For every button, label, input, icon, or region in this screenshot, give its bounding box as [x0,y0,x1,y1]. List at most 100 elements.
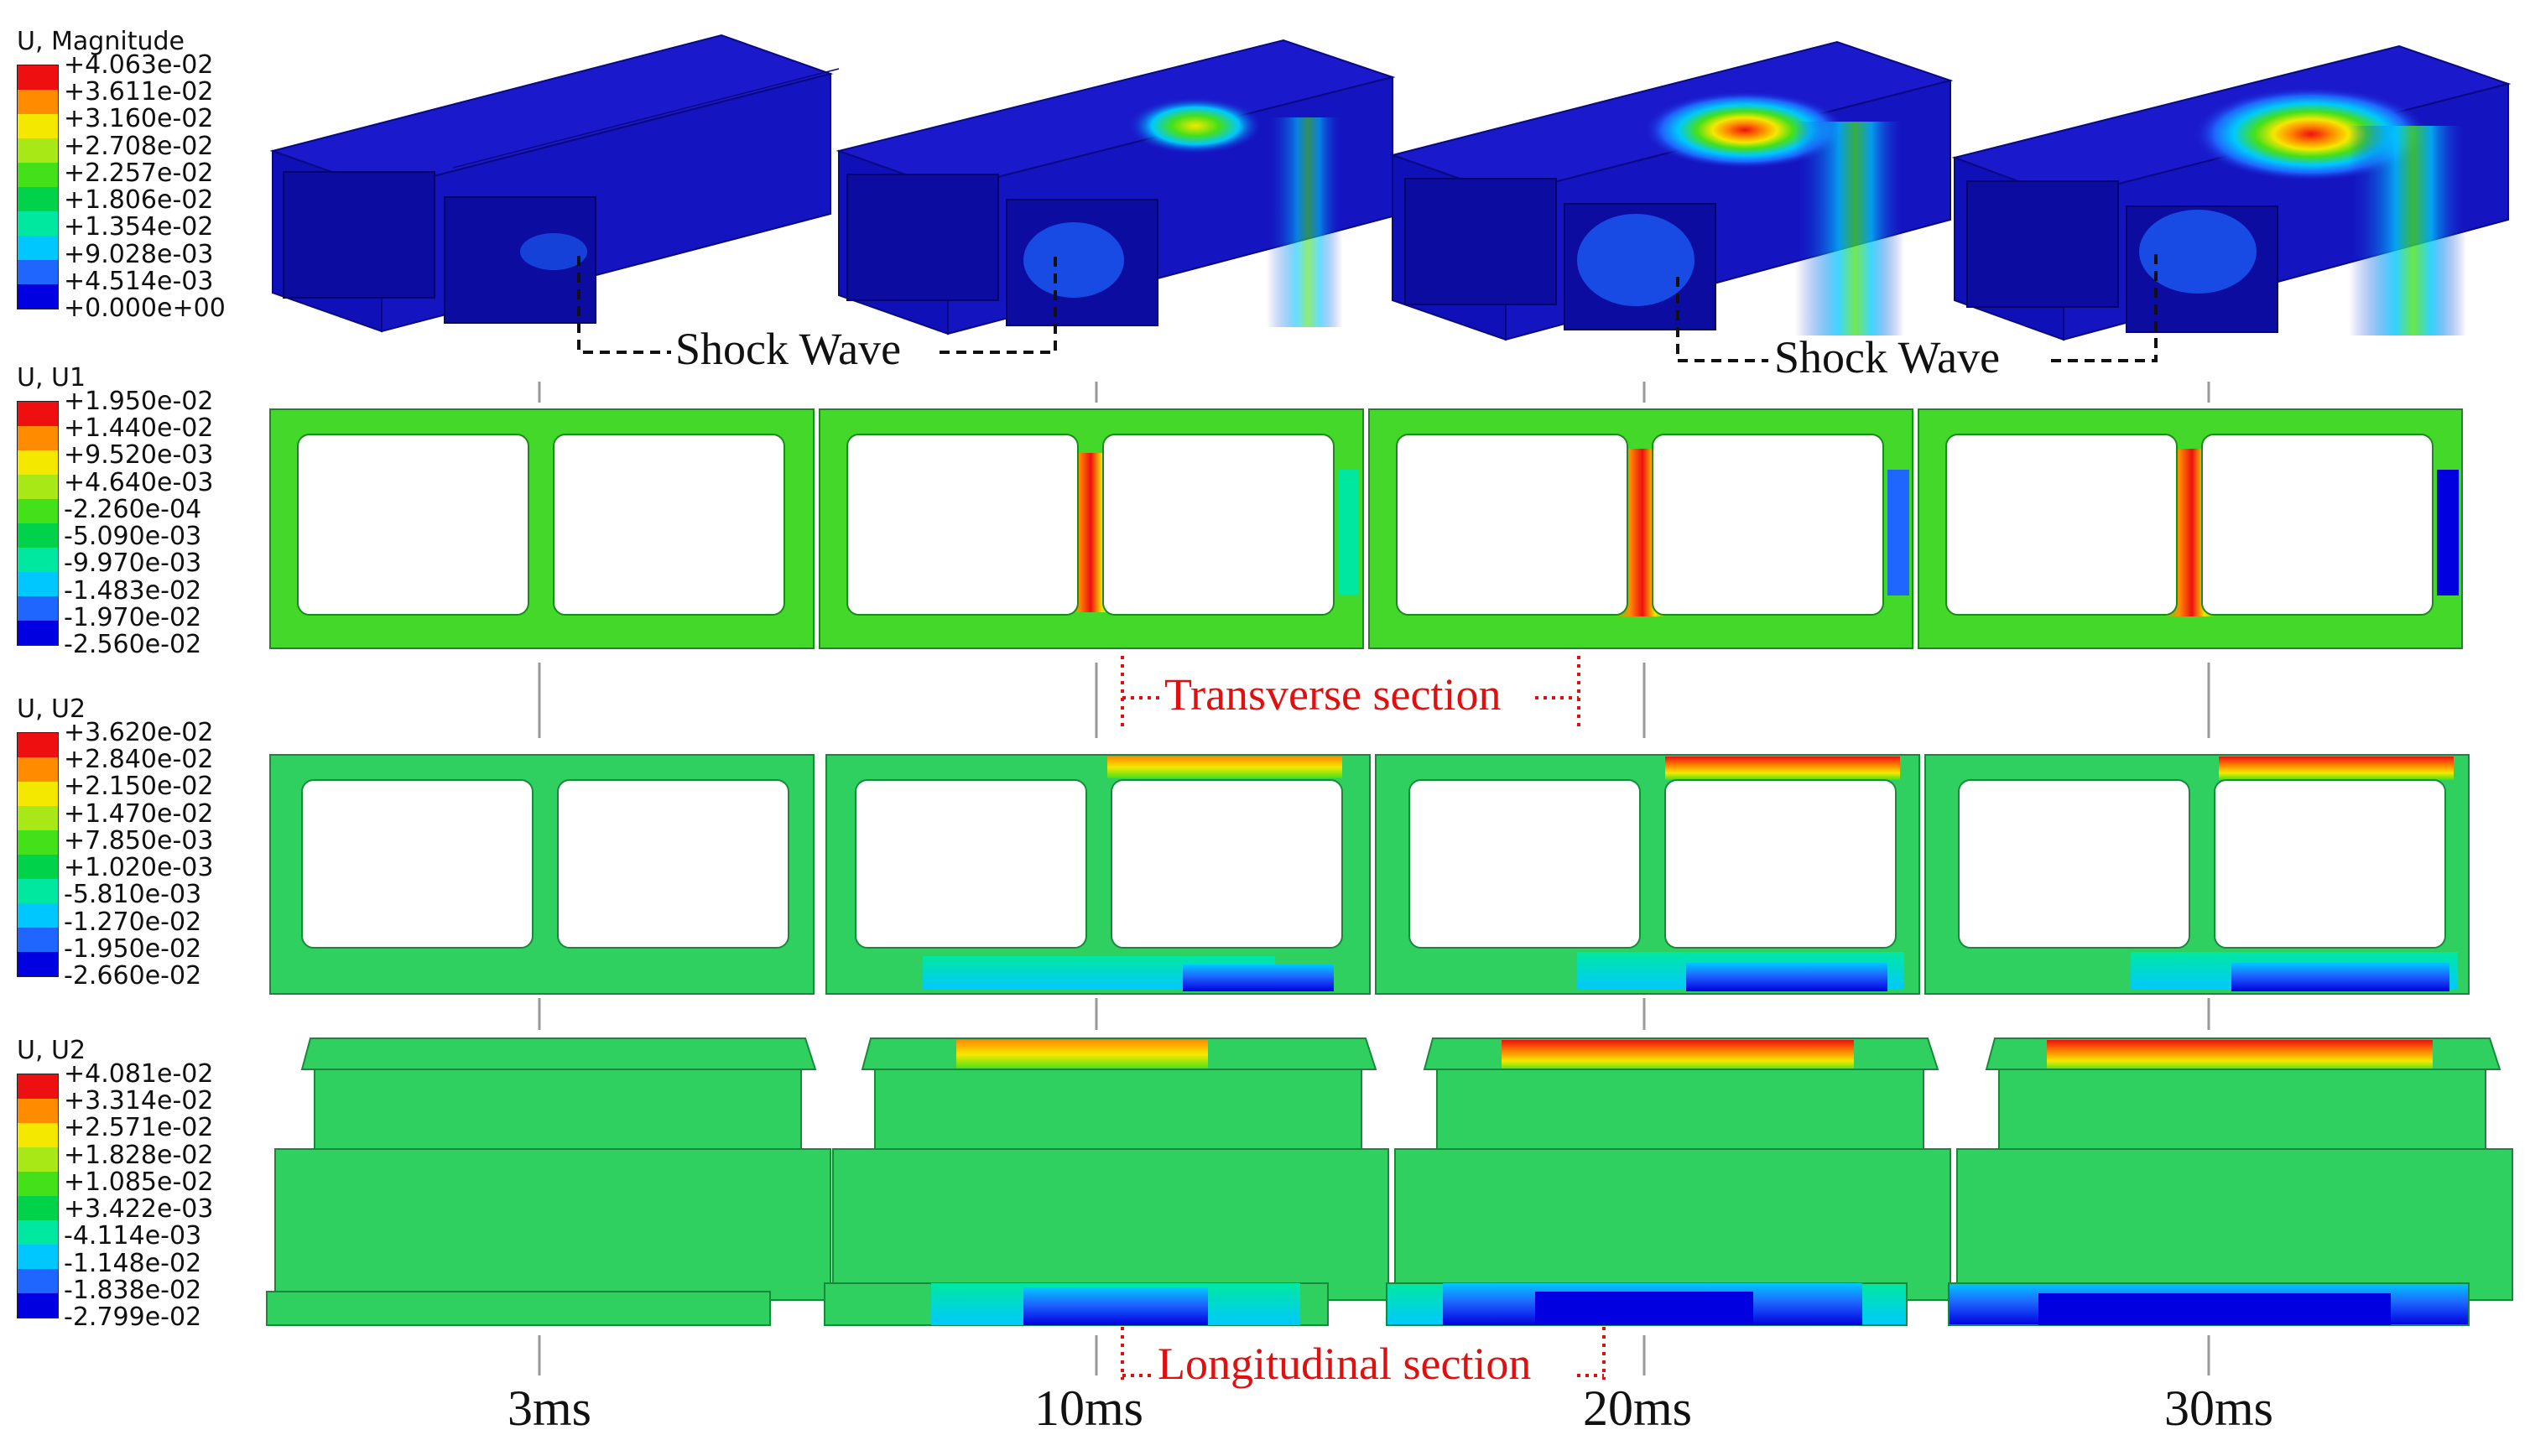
legend-value: +2.257e-02 [64,158,214,188]
legend-value: -9.970e-03 [64,549,202,579]
guide-lines [538,382,2210,1375]
u2-transverse-3ms [269,754,815,995]
legend-swatch [18,402,58,426]
legend-colorbar [17,401,59,646]
legend-value: -1.483e-02 [64,575,202,606]
legend-value: +4.514e-03 [64,266,214,296]
legend-magnitude: U, Magnitude +4.063e-02 +3.611e-02 +3.16… [17,27,285,321]
legend-value: -1.270e-02 [64,907,202,937]
legend-swatch [18,548,58,572]
legend-value: +9.028e-03 [64,239,214,269]
time-label-3ms: 3ms [507,1381,592,1436]
legend-swatch [18,284,58,309]
u1-section-20ms [1368,408,1913,649]
legend-value: +2.571e-02 [64,1113,214,1143]
legend-swatch [18,855,58,879]
legend-swatch [18,475,58,499]
legend-colorbar [17,1074,59,1318]
legend-swatch [18,138,58,163]
legend-value: +1.950e-02 [64,387,214,416]
legend-value: +2.840e-02 [64,745,214,775]
legend-swatch [18,952,58,976]
legend-value: +0.000e+00 [64,293,226,323]
legend-swatch [18,1220,58,1245]
legend-swatch [18,1099,58,1123]
transverse-bracket [1121,656,1580,731]
legend-value: +4.063e-02 [64,50,214,80]
legend-swatch [18,1245,58,1269]
legend-value: +1.828e-02 [64,1140,214,1170]
legend-swatch [18,187,58,211]
legend-swatch [18,1123,58,1147]
legend-title: U, U2 [17,694,86,724]
legend-value: -1.970e-02 [64,602,202,632]
legend-swatch [18,621,58,645]
shock-wave-label-1: Shock Wave [675,324,902,374]
legend-swatch [18,928,58,952]
legend-swatch [18,782,58,806]
legend-value: -2.799e-02 [64,1302,202,1332]
legend-swatch [18,733,58,757]
legend-swatch [18,572,58,596]
legend-swatch [18,114,58,138]
legend-swatch [18,1172,58,1196]
legend-value: +4.081e-02 [64,1059,214,1089]
box-20ms [1389,40,1954,341]
legend-colorbar [17,732,59,977]
legend-u2-transverse: U, U2 +3.620e-02 +2.840e-02 +2.150e-02 +… [17,694,285,989]
legend-swatch [18,163,58,187]
u1-section-3ms [269,408,815,649]
transverse-section-label: Transverse section [1164,669,1502,720]
legend-swatch [18,1196,58,1220]
longitudinal-section-label: Longitudinal section [1158,1339,1532,1389]
shock-wave-bracket-1 [577,252,1057,354]
longitudinal-bracket [1121,1327,1606,1380]
legend-swatch [18,1269,58,1293]
legend-value: +1.806e-02 [64,185,214,216]
legend-value: +3.422e-03 [64,1194,214,1225]
legend-value: +1.085e-02 [64,1167,214,1197]
u1-section-10ms [819,408,1364,649]
legend-value: -1.950e-02 [64,933,202,964]
legend-value: +3.611e-02 [64,77,214,107]
legend-swatch [18,65,58,90]
box-30ms [1951,44,2512,341]
legend-value: -2.560e-02 [64,629,202,659]
legend-swatch [18,757,58,782]
shock-wave-label-2: Shock Wave [1774,332,2001,382]
legend-swatch [18,596,58,621]
legend-value: -4.114e-03 [64,1221,202,1251]
legend-u1: U, U1 +1.950e-02 +1.440e-02 +9.520e-03 +… [17,363,285,658]
legend-swatch [18,830,58,855]
legend-swatch [18,1293,58,1318]
legend-title: U, U2 [17,1036,86,1065]
legend-value: +1.020e-03 [64,853,214,883]
legend-swatch [18,236,58,260]
legend-value: +3.160e-02 [64,104,214,134]
legend-value: +9.520e-03 [64,440,214,471]
legend-value: +4.640e-03 [64,467,214,497]
u2-longitudinal-20ms [1386,1037,1951,1326]
legend-swatch [18,260,58,284]
legend-title: U, U1 [17,363,86,393]
u1-section-30ms [1918,408,2463,649]
legend-value: +2.150e-02 [64,772,214,802]
u2-transverse-10ms [825,754,1371,995]
legend-value: +1.354e-02 [64,212,214,242]
u2-longitudinal-10ms [824,1037,1389,1326]
u2-longitudinal-30ms [1948,1037,2513,1326]
legend-swatch [18,1074,58,1099]
legend-value: -2.260e-04 [64,494,202,524]
legend-title: U, Magnitude [17,27,185,56]
legend-swatch [18,426,58,450]
u2-transverse-20ms [1375,754,1920,995]
legend-value: +1.440e-02 [64,413,214,444]
legend-swatch [18,806,58,830]
time-label-20ms: 20ms [1582,1381,1693,1436]
box-10ms [836,39,1396,335]
legend-value: -1.148e-02 [64,1248,202,1278]
legend-value: +3.620e-02 [64,718,214,747]
time-label-30ms: 30ms [2163,1381,2274,1436]
legend-value: -5.090e-03 [64,522,202,552]
